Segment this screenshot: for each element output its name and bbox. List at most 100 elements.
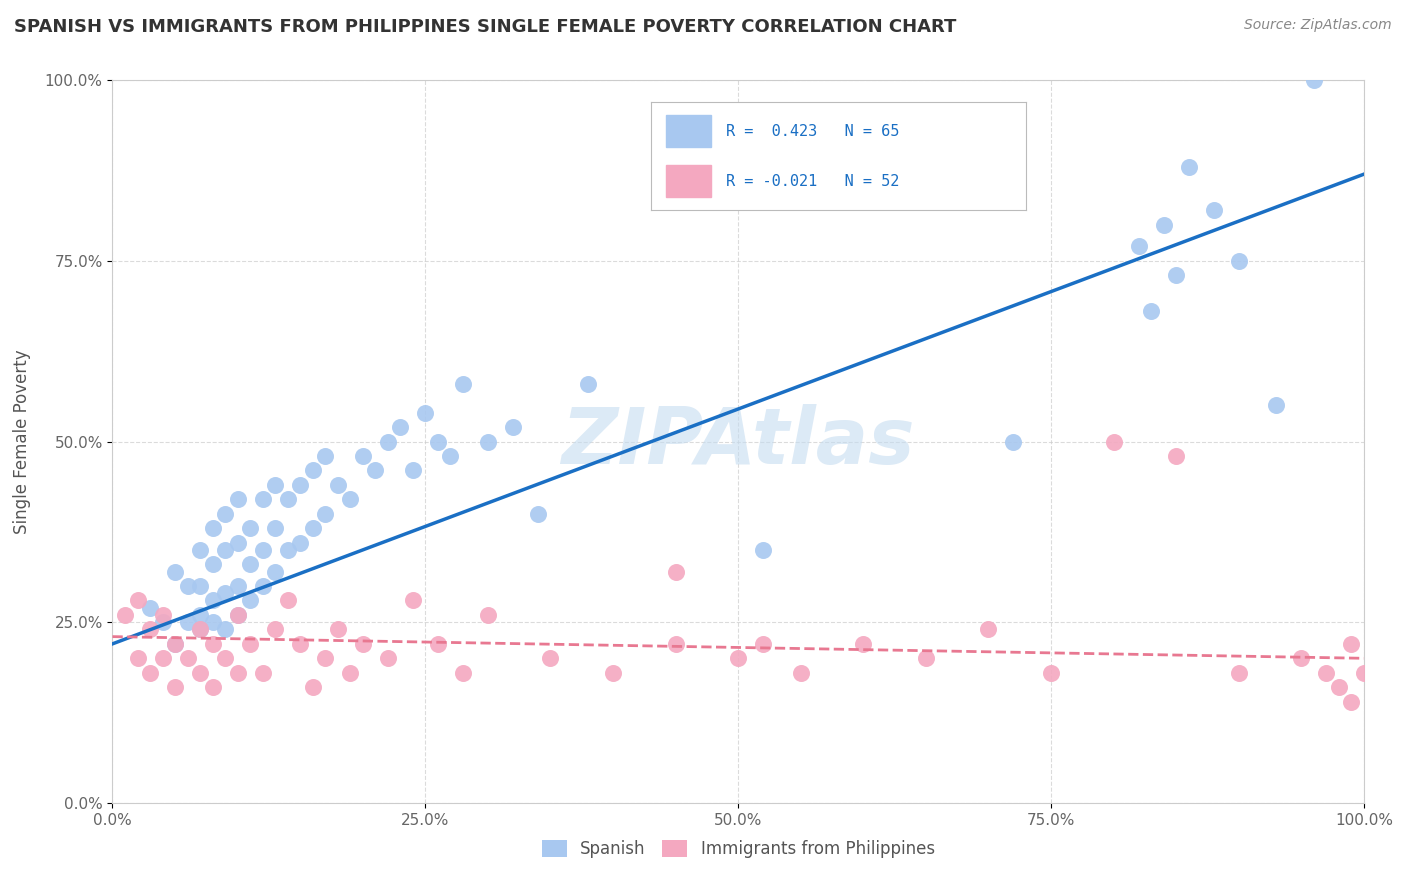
Point xyxy=(226,492,249,507)
Point xyxy=(252,665,274,680)
Point xyxy=(277,593,299,607)
Point xyxy=(1327,680,1350,694)
Point xyxy=(163,637,186,651)
Point xyxy=(527,507,550,521)
Point xyxy=(352,637,374,651)
Point xyxy=(1302,73,1324,87)
Point xyxy=(239,558,262,572)
Point xyxy=(264,565,287,579)
Point xyxy=(214,586,236,600)
Point xyxy=(1202,203,1225,218)
Point xyxy=(163,637,186,651)
Point xyxy=(576,376,599,391)
Point xyxy=(314,507,336,521)
Point xyxy=(915,651,938,665)
Point xyxy=(226,665,249,680)
Point xyxy=(1227,253,1250,268)
Point xyxy=(664,637,686,651)
Point xyxy=(214,507,236,521)
Point xyxy=(538,651,561,665)
Point xyxy=(1140,304,1163,318)
Point xyxy=(389,420,412,434)
Point xyxy=(201,521,224,535)
Point xyxy=(377,651,399,665)
Point xyxy=(1153,218,1175,232)
Point xyxy=(239,593,262,607)
Point xyxy=(477,607,499,622)
Point xyxy=(290,637,312,651)
Point xyxy=(752,542,775,557)
Point xyxy=(1128,239,1150,253)
Point xyxy=(314,449,336,463)
Point xyxy=(290,535,312,549)
Point xyxy=(977,623,1000,637)
Point xyxy=(152,651,174,665)
Point xyxy=(163,565,186,579)
Point xyxy=(201,637,224,651)
Point xyxy=(277,542,299,557)
Point xyxy=(752,637,775,651)
Point xyxy=(188,623,211,637)
Point xyxy=(252,492,274,507)
Point xyxy=(339,492,361,507)
Point xyxy=(1340,637,1362,651)
Point xyxy=(426,434,449,449)
Point xyxy=(226,579,249,593)
Point xyxy=(188,623,211,637)
Point xyxy=(252,542,274,557)
Point xyxy=(1265,398,1288,412)
Point xyxy=(1340,695,1362,709)
Point xyxy=(1102,434,1125,449)
Point xyxy=(176,615,198,630)
Point xyxy=(226,607,249,622)
Point xyxy=(326,478,349,492)
Text: ZIPAtlas: ZIPAtlas xyxy=(561,403,915,480)
Y-axis label: Single Female Poverty: Single Female Poverty xyxy=(13,350,31,533)
Point xyxy=(114,607,136,622)
Point xyxy=(1291,651,1313,665)
Point xyxy=(402,463,425,477)
Point xyxy=(339,665,361,680)
Point xyxy=(1164,449,1187,463)
Point xyxy=(214,542,236,557)
Legend: Spanish, Immigrants from Philippines: Spanish, Immigrants from Philippines xyxy=(533,832,943,867)
Point xyxy=(252,579,274,593)
Point xyxy=(201,615,224,630)
Point xyxy=(377,434,399,449)
Point xyxy=(188,607,211,622)
Point xyxy=(1315,665,1337,680)
Point xyxy=(852,637,875,651)
Point xyxy=(1164,268,1187,283)
Point xyxy=(201,680,224,694)
Text: Source: ZipAtlas.com: Source: ZipAtlas.com xyxy=(1244,18,1392,32)
Point xyxy=(214,651,236,665)
Point xyxy=(152,607,174,622)
Point xyxy=(477,434,499,449)
Point xyxy=(188,542,211,557)
Point xyxy=(451,376,474,391)
Point xyxy=(264,478,287,492)
Point xyxy=(201,558,224,572)
Point xyxy=(226,607,249,622)
Point xyxy=(1039,665,1063,680)
Point xyxy=(239,637,262,651)
Point xyxy=(176,651,198,665)
Point xyxy=(188,665,211,680)
Point xyxy=(364,463,387,477)
Point xyxy=(301,521,323,535)
Point xyxy=(502,420,524,434)
Point xyxy=(301,463,323,477)
Point xyxy=(413,406,436,420)
Point xyxy=(139,665,162,680)
Point xyxy=(277,492,299,507)
Point xyxy=(1227,665,1250,680)
Text: SPANISH VS IMMIGRANTS FROM PHILIPPINES SINGLE FEMALE POVERTY CORRELATION CHART: SPANISH VS IMMIGRANTS FROM PHILIPPINES S… xyxy=(14,18,956,36)
Point xyxy=(727,651,749,665)
Point xyxy=(214,623,236,637)
Point xyxy=(226,535,249,549)
Point xyxy=(139,600,162,615)
Point xyxy=(451,665,474,680)
Point xyxy=(201,593,224,607)
Point xyxy=(439,449,461,463)
Point xyxy=(163,680,186,694)
